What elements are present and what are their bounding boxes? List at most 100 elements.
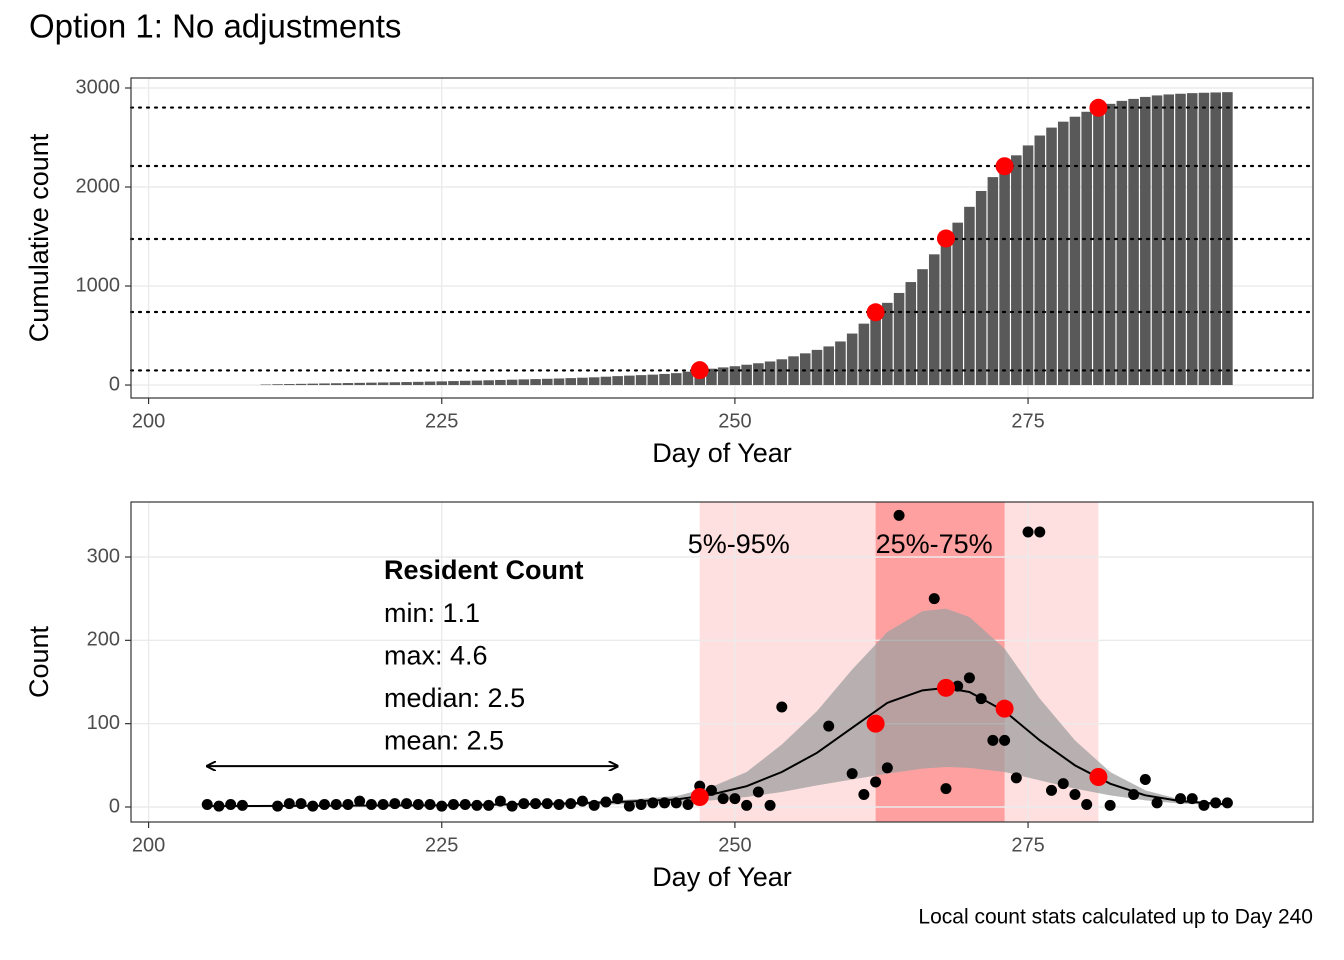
count-point: [1198, 799, 1210, 811]
bar: [764, 361, 776, 386]
y-tick-label: 100: [87, 712, 120, 734]
bar: [424, 381, 436, 386]
band-label: 5%-95%: [688, 529, 790, 559]
count-point: [987, 734, 999, 746]
bar: [1022, 145, 1034, 386]
bar: [307, 383, 319, 386]
bar: [1046, 127, 1057, 386]
bar: [518, 379, 530, 386]
count-point: [1010, 772, 1022, 784]
count-point: [283, 798, 295, 810]
bar: [928, 254, 940, 386]
bar: [823, 346, 834, 386]
bar: [483, 380, 494, 386]
quantile-point: [1089, 768, 1108, 786]
quantile-point: [995, 157, 1014, 176]
bar: [319, 383, 330, 386]
bar: [788, 356, 799, 386]
count-point: [1151, 797, 1163, 809]
bar: [624, 375, 635, 386]
count-point: [1046, 784, 1058, 796]
quantile-point: [995, 699, 1014, 718]
x-tick-label: 275: [1011, 834, 1044, 856]
count-point: [588, 799, 600, 811]
count-point: [1081, 799, 1093, 810]
count-point: [201, 799, 213, 810]
bar: [706, 368, 717, 386]
count-point: [1174, 793, 1186, 805]
bar: [506, 379, 518, 386]
count-point: [1104, 799, 1116, 811]
bar: [401, 382, 412, 386]
x-tick-label: 275: [1011, 410, 1044, 432]
bar: [964, 206, 975, 386]
bar: [905, 282, 917, 386]
x-tick-label: 200: [132, 410, 165, 432]
bar: [588, 377, 600, 386]
count-point: [1022, 526, 1034, 538]
bar: [284, 384, 295, 386]
bar: [999, 166, 1010, 386]
bar: [635, 375, 647, 386]
bar: [577, 377, 588, 386]
count-point: [623, 800, 635, 812]
count-point: [776, 701, 788, 713]
y-tick-label: 200: [87, 629, 120, 651]
bar: [870, 312, 881, 386]
count-point: [881, 762, 893, 774]
bar: [858, 323, 870, 386]
bar: [612, 376, 623, 386]
count-point: [717, 793, 729, 805]
bar: [659, 373, 670, 386]
title: Option 1: No adjustments: [29, 8, 401, 45]
bar: [495, 379, 506, 386]
x-tick-label: 250: [718, 410, 751, 432]
count-point: [225, 799, 237, 810]
count-point: [318, 799, 330, 810]
quantile-point: [866, 714, 885, 733]
band-label: 25%-75%: [876, 529, 993, 559]
y-tick-label: 300: [87, 545, 120, 567]
bar: [647, 374, 659, 386]
bar: [342, 383, 354, 386]
quantile-point: [866, 303, 885, 322]
bar: [893, 292, 905, 386]
count-point: [1057, 778, 1069, 790]
bar: [542, 378, 553, 386]
count-point: [377, 799, 389, 810]
bar: [530, 379, 541, 386]
bar: [1140, 96, 1151, 386]
bar: [413, 381, 424, 386]
bar: [448, 381, 459, 386]
bar: [1093, 107, 1104, 386]
bar: [1011, 155, 1022, 386]
quantile-point: [936, 678, 955, 697]
bar: [1104, 103, 1116, 386]
x-axis-title: Day of Year: [652, 438, 792, 468]
x-tick-label: 225: [425, 410, 458, 432]
count-point: [295, 798, 307, 810]
count-point: [342, 799, 354, 810]
count-point: [647, 797, 659, 809]
count-point: [576, 795, 588, 807]
count-point: [1139, 774, 1151, 785]
bar: [565, 378, 577, 386]
x-axis-title: Day of Year: [652, 862, 792, 892]
bar: [987, 177, 999, 386]
count-point: [823, 720, 835, 732]
count-point: [401, 798, 413, 810]
count-point: [389, 798, 401, 810]
count-point: [741, 799, 753, 811]
count-point: [1034, 526, 1046, 538]
y-axis-title: Cumulative count: [24, 133, 54, 342]
bar: [846, 333, 858, 386]
x-tick-label: 200: [132, 834, 165, 856]
y-axis-title: Count: [24, 625, 54, 698]
bar: [670, 373, 682, 386]
bar: [354, 382, 365, 386]
bar: [1128, 98, 1139, 386]
count-point: [354, 795, 366, 807]
bar: [1081, 111, 1092, 386]
bar: [389, 382, 401, 386]
y-tick-label: 0: [109, 373, 120, 395]
